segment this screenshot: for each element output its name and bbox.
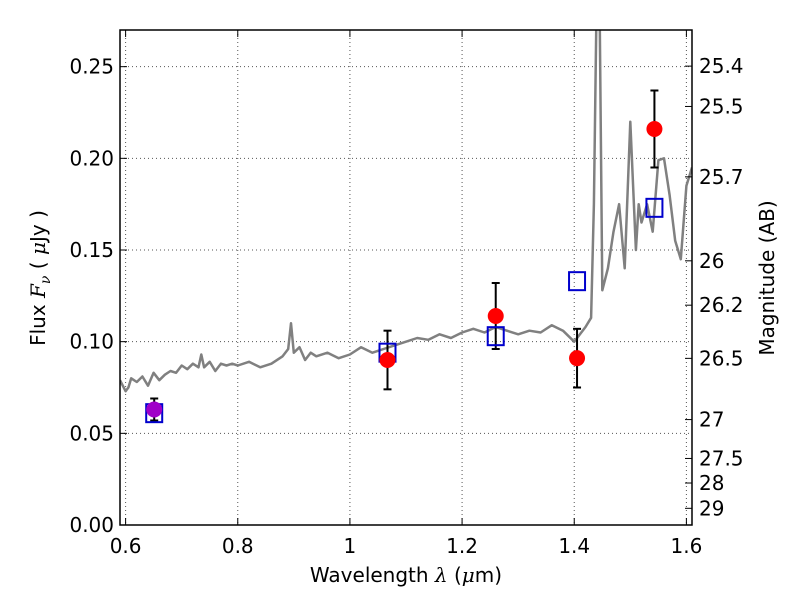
x-tick-label: 1.4	[558, 534, 590, 558]
y-tick-label: 0.05	[69, 421, 114, 445]
x-tick-label: 1.2	[446, 534, 478, 558]
y-axis-label-right: Magnitude (AB)	[755, 200, 779, 355]
right-tick-label: 25.7	[699, 165, 744, 189]
right-tick-label: 25.5	[699, 94, 744, 118]
y-tick-label: 0.15	[69, 238, 114, 262]
model-point-square	[568, 271, 587, 292]
observed-point	[379, 352, 396, 368]
tick-labels: 0.6 0.8 1 1.2 1.4 1.6 0.00 0.05 0.10 0.15 0.20 0.25…	[69, 54, 743, 558]
right-tick-label: 27	[699, 408, 724, 432]
right-tick-label: 27.5	[699, 446, 744, 470]
y-tick-label: 0.20	[69, 146, 114, 170]
right-tick-label: 26.2	[699, 293, 744, 317]
right-tick-label: 29	[699, 496, 724, 520]
x-tick-label: 1	[344, 534, 357, 558]
x-tick-label: 0.6	[110, 534, 142, 558]
right-tick-label: 25.4	[699, 54, 744, 78]
x-axis-label: Wavelength λ (μm)	[310, 563, 502, 587]
x-tick-label: 0.8	[222, 534, 254, 558]
right-tick-label: 26.5	[699, 346, 744, 370]
series-layer	[120, 30, 692, 424]
observed-point	[569, 350, 586, 367]
y-tick-label: 0.25	[69, 55, 114, 79]
axes	[119, 29, 693, 526]
x-tick-label: 1.6	[670, 534, 702, 558]
right-tick-label: 28	[699, 471, 724, 495]
observed-point	[646, 121, 663, 137]
right-tick-label: 26	[699, 249, 724, 273]
observed-point	[146, 401, 163, 418]
model-point-square	[645, 197, 664, 218]
model-point-square	[486, 326, 505, 347]
y-tick-label: 0.10	[69, 330, 114, 354]
plot-frame	[119, 29, 693, 526]
y-tick-label: 0.00	[69, 513, 114, 537]
model-spectrum-line	[120, 30, 692, 393]
y-axis-label-left: Flux Fν ( μJy )	[26, 210, 54, 346]
observed-point	[487, 308, 504, 324]
